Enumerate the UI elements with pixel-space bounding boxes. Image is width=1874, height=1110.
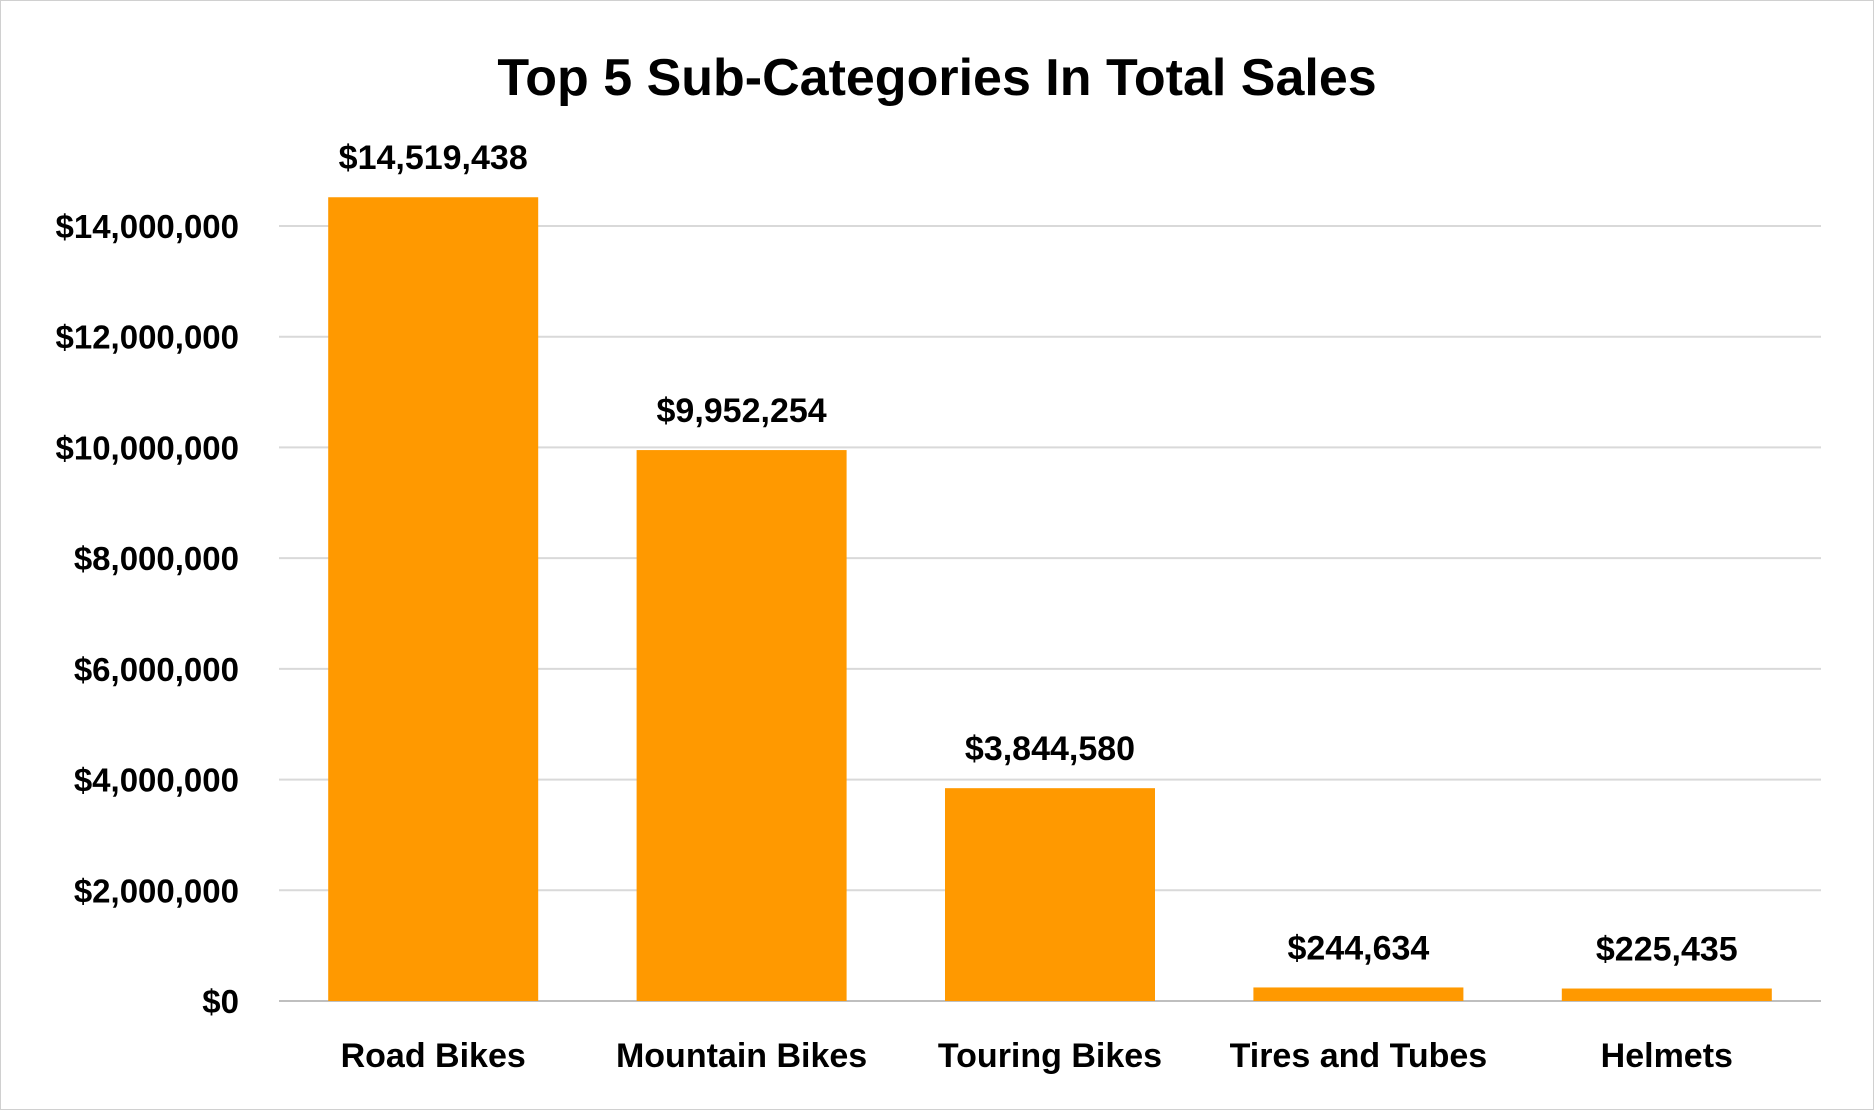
data-label: $225,435 (1596, 931, 1738, 969)
x-axis-categories: Road Bikes Mountain Bikes Touring Bikes Tir… (341, 1037, 1733, 1075)
bar-helmets (1561, 988, 1772, 1001)
x-category-label: Road Bikes (341, 1037, 526, 1075)
y-axis-ticks: $0 $2,000,000 $4,000,000 $6,000,000 $8,000,0… (55, 208, 239, 1020)
y-tick-label: $8,000,000 (74, 540, 239, 577)
x-category-label: Touring Bikes (938, 1037, 1162, 1075)
y-tick-label: $6,000,000 (74, 651, 239, 688)
data-label: $3,844,580 (965, 730, 1135, 768)
bar-touring-bikes (945, 788, 1155, 1001)
x-category-label: Helmets (1601, 1037, 1733, 1075)
y-tick-label: $14,000,000 (55, 208, 239, 245)
chart-title: Top 5 Sub-Categories In Total Sales (497, 49, 1376, 107)
data-label: $14,519,438 (339, 139, 528, 177)
bars (328, 197, 1772, 1002)
data-label: $244,634 (1287, 929, 1429, 967)
data-label: $9,952,254 (657, 392, 827, 430)
y-tick-label: $12,000,000 (55, 319, 239, 356)
x-category-label: Mountain Bikes (616, 1037, 867, 1075)
bar-tires-and-tubes (1253, 987, 1464, 1001)
y-tick-label: $10,000,000 (55, 429, 239, 466)
bar-mountain-bikes (636, 450, 847, 1001)
y-tick-label: $2,000,000 (74, 872, 239, 909)
y-tick-label: $0 (202, 983, 239, 1020)
y-tick-label: $4,000,000 (74, 762, 239, 799)
bar-road-bikes (328, 197, 539, 1002)
x-category-label: Tires and Tubes (1230, 1037, 1488, 1075)
data-labels: $14,519,438 $9,952,254 $3,844,580 $244,634 $… (339, 139, 1738, 968)
